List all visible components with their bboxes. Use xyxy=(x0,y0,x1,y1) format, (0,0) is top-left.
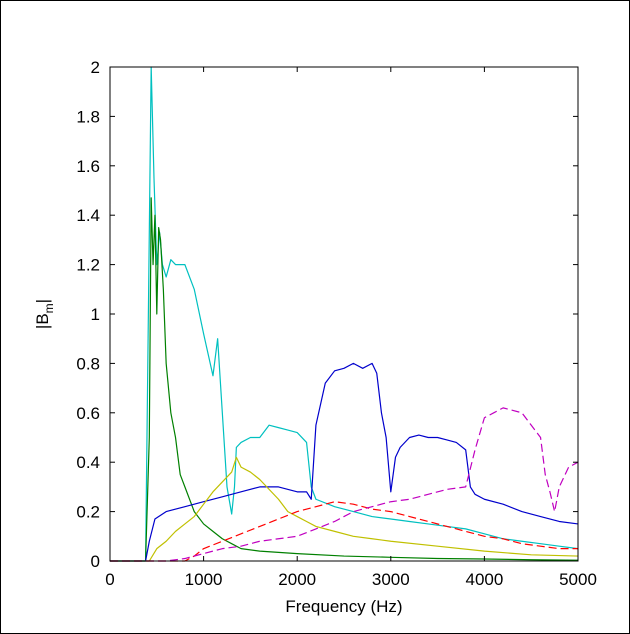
x-tick-label-0: 0 xyxy=(105,570,114,589)
y-tick-label-5: 1 xyxy=(91,305,100,324)
series-line-3 xyxy=(110,362,579,562)
y-tick-label-1: 0.2 xyxy=(76,503,100,522)
y-tick-label-9: 1.8 xyxy=(76,107,100,126)
y-label-subscript: m xyxy=(42,303,56,313)
y-label-end: | xyxy=(33,299,52,303)
y-tick-label-6: 1.2 xyxy=(76,256,100,275)
y-tick-label-4: 0.8 xyxy=(76,354,100,373)
series-line-5 xyxy=(110,501,578,562)
y-tick-label-10: 2 xyxy=(91,58,100,77)
y-axis-label: |Bm| xyxy=(33,299,56,329)
y-tick-label-7: 1.4 xyxy=(76,206,100,225)
x-tick-label-3: 3000 xyxy=(372,570,410,589)
y-tick-label-2: 0.4 xyxy=(76,453,100,472)
y-tick-label-3: 0.6 xyxy=(76,404,100,423)
x-tick-label-1: 1000 xyxy=(185,570,223,589)
y-tick-label-8: 1.6 xyxy=(76,157,100,176)
series-line-4 xyxy=(110,456,579,562)
x-tick-label-4: 4000 xyxy=(465,570,503,589)
series-line-2 xyxy=(110,197,579,562)
x-tick-label-2: 2000 xyxy=(278,570,316,589)
x-tick-label-5: 5000 xyxy=(559,570,597,589)
plot-area xyxy=(110,67,578,561)
y-tick-label-0: 0 xyxy=(91,552,100,571)
x-axis-label: Frequency (Hz) xyxy=(285,597,402,616)
y-label-main: |B xyxy=(33,313,52,329)
series-line-6 xyxy=(110,407,579,562)
